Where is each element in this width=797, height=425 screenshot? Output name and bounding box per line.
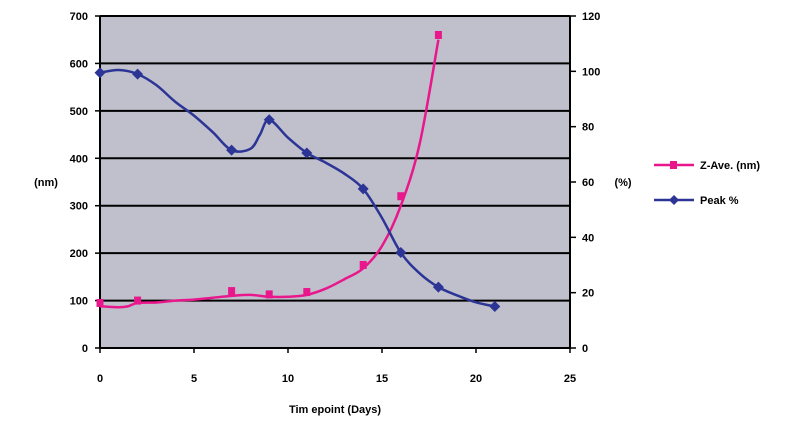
y-axis-left-label: (nm) xyxy=(34,177,58,189)
y-right-tick-label-1: 20 xyxy=(582,288,594,300)
legend-marker-peak xyxy=(669,195,679,205)
legend-item-peak: Peak % xyxy=(654,195,739,207)
y-left-tick-label-7: 700 xyxy=(70,11,88,23)
tick-labels: 0 100 200 300 400 500 600 700 0 20 40 60 80 100 120 0 5 1… xyxy=(70,11,601,385)
series-1-point-1 xyxy=(132,68,144,80)
y-right-tick-label-0: 0 xyxy=(582,343,588,355)
y-axis-right-label: (%) xyxy=(614,177,631,189)
y-left-tick-label-5: 500 xyxy=(70,106,88,118)
series-1-point-7 xyxy=(432,281,444,293)
legend-item-z-ave: Z-Ave. (nm) xyxy=(654,160,760,172)
x-tick-label-4: 20 xyxy=(470,373,482,385)
y-right-tick-label-3: 60 xyxy=(582,177,594,189)
series-0-point-1 xyxy=(134,296,142,305)
y-left-tick-label-2: 200 xyxy=(70,248,88,260)
series-0-point-2 xyxy=(228,287,236,296)
x-tick-label-2: 10 xyxy=(282,373,294,385)
legend-marker-z-ave xyxy=(670,161,677,169)
series-1-point-0 xyxy=(94,67,106,79)
series-0-point-0 xyxy=(96,298,104,307)
x-tick-label-0: 0 xyxy=(97,373,103,385)
legend-label-peak: Peak % xyxy=(700,195,739,207)
series-1-point-8 xyxy=(489,301,501,312)
y-right-tick-label-5: 100 xyxy=(582,66,600,78)
y-right-tick-label-4: 80 xyxy=(582,122,594,134)
series-1-point-4 xyxy=(301,147,313,159)
y-left-tick-label-4: 400 xyxy=(70,153,88,165)
x-tick-label-1: 5 xyxy=(191,373,197,385)
series-line-1 xyxy=(99,68,496,308)
series-0-point-3 xyxy=(265,290,273,299)
y-right-tick-label-6: 120 xyxy=(582,11,600,23)
plot-area xyxy=(100,16,570,348)
x-tick-label-3: 15 xyxy=(376,373,388,385)
series-0-point-6 xyxy=(397,192,405,201)
legend-label-z-ave: Z-Ave. (nm) xyxy=(700,160,760,172)
y-left-tick-label-6: 600 xyxy=(70,58,88,70)
series-layer xyxy=(94,30,501,312)
series-1-point-3 xyxy=(263,114,275,126)
y-left-tick-label-0: 0 xyxy=(82,343,88,355)
y-left-tick-label-1: 100 xyxy=(70,296,88,308)
series-0-point-5 xyxy=(359,261,367,269)
x-tick-label-5: 25 xyxy=(564,373,576,385)
series-1-point-2 xyxy=(226,144,238,156)
series-1-point-5 xyxy=(357,183,369,195)
series-0-point-7 xyxy=(434,30,442,39)
y-left-tick-label-3: 300 xyxy=(70,201,88,213)
legend: Z-Ave. (nm) Peak % xyxy=(654,160,760,207)
series-0-point-4 xyxy=(303,288,311,297)
series-1-point-6 xyxy=(395,247,407,259)
y-right-tick-label-2: 40 xyxy=(582,232,594,244)
x-axis-label: Tim epoint (Days) xyxy=(289,404,381,416)
